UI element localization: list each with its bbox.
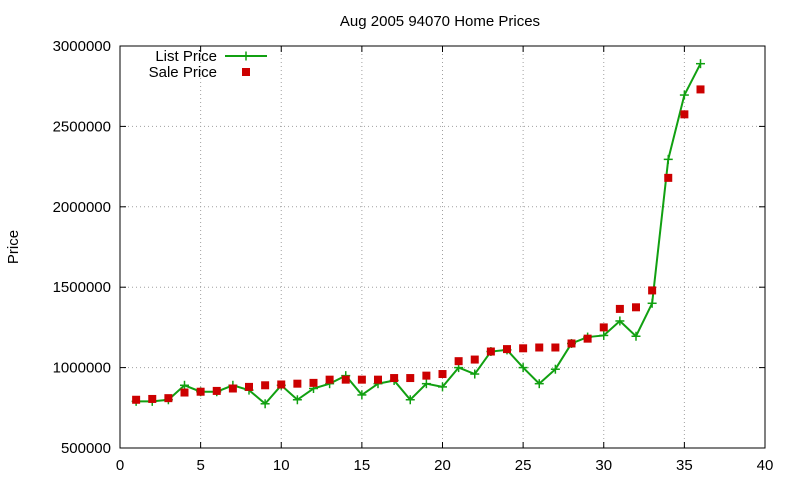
x-tick-label: 0 — [116, 457, 124, 474]
x-tick-label: 20 — [434, 457, 451, 474]
y-tick-label: 1500000 — [53, 279, 111, 296]
data-point — [486, 347, 495, 356]
x-tick-label: 10 — [273, 457, 290, 474]
y-tick-label: 1000000 — [53, 360, 111, 377]
data-point — [632, 303, 640, 312]
data-point — [406, 374, 415, 383]
x-tick-label: 15 — [354, 457, 371, 474]
data-point — [438, 382, 447, 392]
data-point — [647, 298, 657, 308]
data-point — [260, 399, 270, 409]
data-point — [664, 173, 673, 182]
data-point — [277, 380, 286, 389]
data-point — [196, 387, 205, 396]
data-point — [631, 331, 641, 341]
legend-label-sale-price: Sale Price — [149, 64, 217, 81]
data-point — [292, 395, 302, 405]
data-point — [148, 394, 157, 403]
data-point — [550, 364, 560, 374]
data-point — [405, 395, 415, 405]
data-point — [679, 90, 689, 100]
data-point — [293, 379, 302, 388]
y-axis-label: Price — [5, 230, 22, 264]
data-point — [421, 379, 431, 389]
data-point — [599, 323, 608, 332]
data-point — [164, 394, 173, 403]
series-line — [136, 63, 702, 406]
data-point — [357, 375, 366, 384]
data-point — [341, 375, 350, 384]
data-point — [680, 110, 689, 119]
data-point — [357, 390, 367, 400]
chart-title: Aug 2005 94070 Home Prices — [340, 13, 540, 30]
data-point — [615, 304, 624, 313]
data-point — [518, 363, 528, 373]
data-point — [309, 378, 318, 387]
legend-label-list-price: List Price — [155, 48, 217, 65]
data-point — [180, 388, 189, 397]
data-point — [696, 85, 705, 94]
data-point — [132, 395, 141, 404]
data-point — [390, 374, 399, 383]
y-tick-label: 500000 — [61, 440, 111, 457]
legend-square-marker — [242, 68, 250, 76]
x-tick-label: 30 — [595, 457, 612, 474]
data-point — [470, 369, 480, 379]
grid-lines — [120, 46, 765, 448]
data-point — [245, 382, 253, 391]
data-point — [615, 316, 625, 326]
data-point — [599, 330, 609, 340]
data-point — [180, 380, 189, 390]
data-point — [534, 379, 544, 389]
axes — [119, 45, 766, 449]
data-point — [228, 384, 237, 393]
data-point — [454, 357, 463, 366]
y-tick-label: 2500000 — [53, 118, 111, 135]
data-point — [535, 343, 544, 352]
data-point — [212, 386, 221, 395]
legend-marker-sale-price — [242, 68, 250, 76]
data-point — [261, 381, 270, 390]
x-tick-label: 40 — [757, 457, 774, 474]
x-tick-label: 5 — [196, 457, 204, 474]
y-tick-label: 2000000 — [53, 199, 111, 216]
data-point — [696, 59, 705, 69]
legend: List Price Sale Price — [149, 48, 267, 81]
data-point — [551, 343, 560, 352]
legend-plus-marker — [241, 51, 251, 61]
data-point — [438, 370, 447, 379]
tick-labels: 0 5 10 15 20 25 30 35 40 500000 1000000 1500000 2000… — [53, 38, 774, 474]
y-tick-label: 3000000 — [53, 38, 111, 55]
series-sale-price — [132, 85, 705, 404]
data-series — [131, 59, 705, 409]
x-tick-label: 25 — [515, 457, 532, 474]
legend-marker-list-price — [225, 51, 267, 61]
x-tick-label: 35 — [676, 457, 693, 474]
data-point — [503, 345, 511, 354]
data-point — [648, 286, 657, 295]
data-point — [567, 339, 576, 348]
data-point — [663, 154, 673, 164]
data-point — [374, 375, 382, 384]
data-point — [470, 355, 479, 364]
data-point — [422, 371, 431, 380]
series-list-price — [131, 59, 705, 409]
data-point — [325, 375, 334, 384]
data-point — [519, 344, 528, 353]
data-point — [583, 334, 592, 343]
